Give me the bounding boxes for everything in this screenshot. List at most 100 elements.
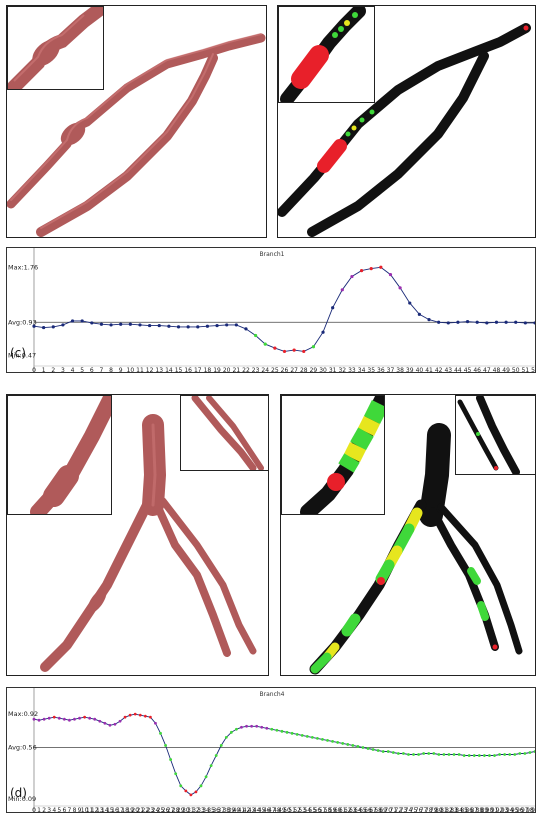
d-data-point [503, 753, 507, 756]
c-data-point [494, 320, 499, 324]
d-data-point [240, 725, 243, 729]
d-tick-label: 88 [476, 807, 484, 813]
c-data-point [90, 321, 94, 325]
d-tick-label: 62 [344, 807, 352, 813]
c-data-point [369, 267, 373, 271]
d-data-point [513, 753, 517, 756]
d-tick-label: 93 [501, 807, 509, 813]
d-tick-label: 46 [263, 807, 271, 813]
d-data-point [305, 734, 309, 738]
c-data-point [80, 319, 84, 323]
d-tick-label: 67 [369, 807, 377, 813]
c-tick-label: 52 [531, 367, 536, 373]
d-chart-title: Branch4 [260, 691, 285, 698]
c-tick-label: 38 [396, 367, 404, 373]
d-tick-label: 61 [339, 807, 347, 813]
c-tick-label: 15 [175, 367, 183, 373]
c-tick-label: 24 [261, 367, 269, 373]
inset-colormap-c [280, 7, 366, 102]
d-tick-label: 56 [314, 807, 322, 813]
c-data-point [456, 320, 460, 324]
c-data-point [215, 323, 219, 328]
c-tick-label: 34 [358, 367, 366, 373]
d-tick-label: 18 [121, 807, 129, 813]
vessel-branch-lower [36, 53, 218, 237]
d-data-point [508, 753, 512, 756]
d-tick-label: 25 [157, 807, 165, 813]
c-tick-label: 47 [483, 367, 491, 373]
c-tick-label: 29 [310, 367, 318, 373]
d-tick-label: 6 [62, 807, 66, 813]
c-series-line [33, 266, 535, 352]
c-data-point [379, 265, 383, 269]
c-tick-label: 25 [271, 367, 279, 373]
d-tick-label: 74 [405, 807, 413, 813]
c-tick-label: 7 [100, 367, 104, 373]
d-tick-label: 81 [440, 807, 448, 813]
d-data-point [498, 753, 501, 756]
d-tick-label: 41 [238, 807, 246, 813]
d-tick-label: 48 [273, 807, 281, 813]
d-tick-label: 7 [68, 807, 72, 813]
d-data-point [447, 753, 451, 756]
c-tick-label: 9 [119, 367, 123, 373]
vessel-surface-c [7, 33, 266, 237]
c-tick-label: 35 [367, 367, 375, 373]
c-tick-label: 1 [42, 367, 46, 373]
c-data-point [475, 320, 479, 324]
c-tick-label: 11 [136, 367, 144, 373]
d-data-point [437, 753, 441, 756]
inset-vessel-d-left [30, 396, 111, 514]
c-data-point [253, 333, 258, 338]
d-data-point [123, 715, 127, 719]
d-data-point [88, 716, 92, 720]
c-data-point [465, 320, 470, 324]
vessel-branch-left [40, 500, 152, 672]
d-tick-label: 99 [531, 807, 536, 813]
d-tick-label: 44 [253, 807, 261, 813]
c-data-point [148, 323, 152, 328]
d-data-point [427, 752, 431, 755]
c-data-point [388, 272, 393, 277]
c-tick-label: 30 [319, 367, 327, 373]
d-data-point [154, 721, 157, 725]
c-min-label: Min:0.47 [8, 351, 36, 359]
d-tick-label: 92 [496, 807, 504, 813]
d-data-point [93, 717, 97, 721]
panel-d-surface-render [6, 394, 269, 676]
vessel-colormap-d [309, 423, 523, 675]
d-tick-label: 91 [491, 807, 499, 813]
c-data-point [359, 268, 364, 273]
d-tick-label: 37 [217, 807, 225, 813]
d-data-point [361, 746, 365, 749]
zoom-inset-d-left [7, 395, 112, 515]
d-data-point [422, 752, 426, 755]
d-data-point [417, 753, 421, 756]
c-data-point [205, 324, 210, 328]
d-data-point [108, 723, 112, 727]
c-data-point [167, 324, 171, 328]
d-data-point [280, 729, 284, 733]
d-tick-label: 22 [142, 807, 150, 813]
d-tick-label: 59 [329, 807, 337, 813]
c-data-point [514, 320, 518, 324]
c-tick-label: 20 [223, 367, 231, 373]
d-data-point [194, 790, 198, 794]
d-tick-label: 72 [395, 807, 403, 813]
d-data-point [219, 744, 223, 747]
d-data-point [391, 751, 395, 754]
c-data-point [225, 323, 229, 327]
c-avg-label: Avg:0.93 [8, 318, 37, 326]
d-tick-label: 24 [152, 807, 160, 813]
d-data-point [224, 735, 228, 739]
d-data-point [356, 745, 360, 748]
d-data-point [366, 747, 370, 750]
d-data-point [78, 716, 81, 720]
d-data-point [528, 751, 532, 754]
d-tick-label: 15 [106, 807, 114, 813]
d-tick-label: 53 [298, 807, 306, 813]
d-data-point [62, 717, 66, 721]
c-tick-label: 36 [377, 367, 385, 373]
